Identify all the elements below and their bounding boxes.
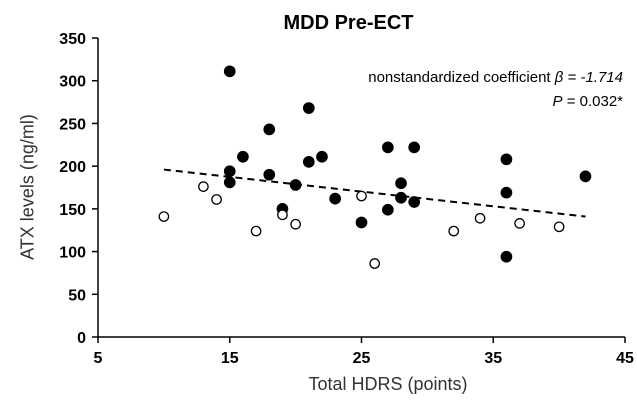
x-tick-label: 45 <box>616 350 634 367</box>
data-point-open <box>158 211 170 222</box>
data-point-filled <box>395 177 407 190</box>
data-point-filled <box>408 196 421 208</box>
data-point-open <box>211 194 222 205</box>
data-point-open <box>277 209 288 221</box>
data-point-filled <box>263 123 276 136</box>
data-point-open <box>514 218 525 229</box>
data-point-open <box>356 190 367 202</box>
data-point-filled <box>500 186 513 199</box>
y-tick-label: 350 <box>59 31 86 48</box>
data-point-filled <box>381 141 394 154</box>
data-point-filled <box>579 170 592 183</box>
p-value: = 0.032* <box>562 93 623 110</box>
coefficient-label: nonstandardized coefficient <box>368 69 555 86</box>
y-tick-label: 100 <box>59 245 86 262</box>
data-point-filled <box>316 150 328 163</box>
data-point-open <box>369 258 381 269</box>
data-point-open <box>290 218 301 230</box>
y-tick-label: 50 <box>68 287 86 304</box>
data-point-filled <box>500 250 513 263</box>
data-point-filled <box>355 216 368 229</box>
y-tick-label: 150 <box>59 202 86 219</box>
data-point-filled <box>302 156 315 168</box>
data-point-filled <box>329 192 341 205</box>
data-point-open <box>250 225 262 237</box>
y-tick-label: 300 <box>59 74 86 91</box>
data-point-filled <box>302 102 315 114</box>
x-tick-label: 5 <box>94 350 103 367</box>
coefficient-annotation: nonstandardized coefficient β = -1.714 <box>368 69 623 86</box>
y-axis-label: ATX levels (ng/ml) <box>17 114 38 260</box>
data-point-filled <box>223 65 236 78</box>
p-symbol: P <box>552 93 563 110</box>
y-tick-label: 250 <box>59 116 86 133</box>
data-point-open <box>448 225 460 237</box>
x-tick-label: 35 <box>484 350 502 367</box>
chart-title: MDD Pre-ECT <box>283 12 414 34</box>
x-axis-label: Total HDRS (points) <box>308 374 468 394</box>
x-tick-label: 15 <box>221 350 239 367</box>
data-point-filled <box>395 191 407 204</box>
data-point-filled <box>408 141 421 154</box>
p-value-annotation: P = 0.032* <box>553 93 623 110</box>
data-point-open <box>198 181 209 192</box>
coefficient-value: = -1.714 <box>563 69 623 86</box>
data-point-filled <box>381 203 394 216</box>
data-point-filled <box>237 150 249 163</box>
y-tick-label: 0 <box>77 330 86 347</box>
data-point-filled <box>289 179 302 191</box>
data-point-filled <box>500 153 513 166</box>
beta-symbol: β <box>554 69 564 86</box>
y-tick-label: 200 <box>59 159 86 176</box>
x-tick-label: 25 <box>353 350 371 367</box>
data-point-filled <box>223 176 236 189</box>
trend-line <box>163 168 586 218</box>
data-point-filled <box>263 168 276 181</box>
data-point-open <box>553 221 565 233</box>
data-point-open <box>474 212 486 224</box>
data-point-filled <box>223 165 236 178</box>
